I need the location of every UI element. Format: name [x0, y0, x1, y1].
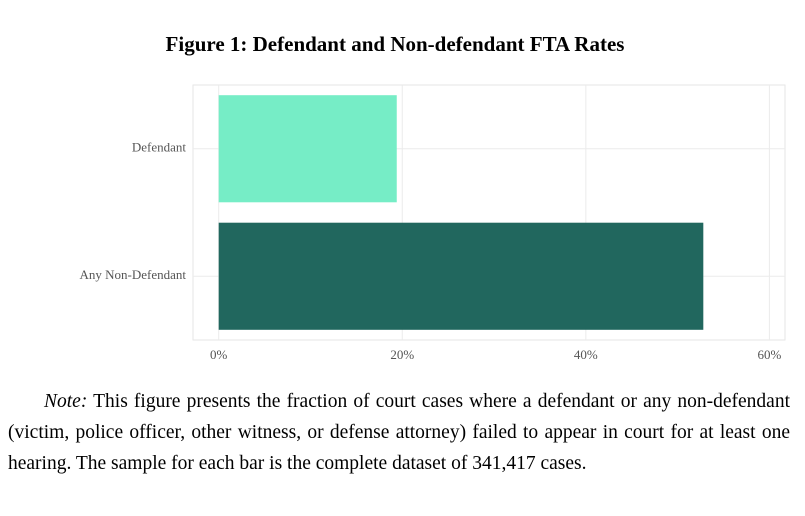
note: Note: This figure presents the fraction … — [8, 386, 790, 479]
y-tick-label: Any Non-Defendant — [80, 267, 187, 282]
x-tick-label: 0% — [210, 347, 228, 362]
bar — [218, 95, 397, 203]
x-tick-label: 40% — [574, 347, 598, 362]
bar — [218, 222, 704, 330]
plot-border — [192, 84, 786, 341]
chart: Figure 1: Defendant and Non-defendant FT… — [80, 32, 786, 362]
chart-title: Figure 1: Defendant and Non-defendant FT… — [166, 32, 625, 56]
note-text: This figure presents the fraction of cou… — [8, 391, 790, 474]
note-label: Note: — [44, 391, 88, 412]
y-tick-label: Defendant — [132, 140, 187, 155]
x-tick-label: 20% — [390, 347, 414, 362]
x-tick-label: 60% — [757, 347, 781, 362]
